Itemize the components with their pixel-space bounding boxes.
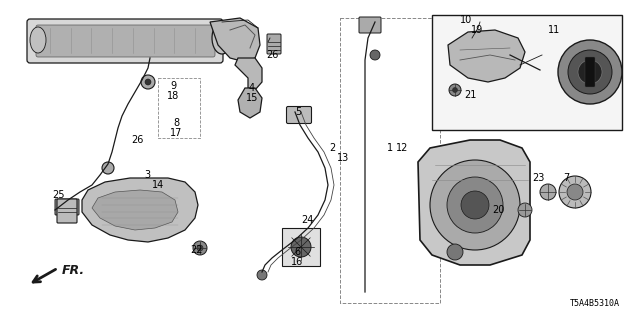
Circle shape [452,87,458,92]
Text: 21: 21 [464,90,476,100]
Polygon shape [448,30,525,82]
Circle shape [291,237,311,257]
Text: 15: 15 [246,93,258,103]
Text: 5: 5 [295,107,301,117]
Text: T5A4B5310A: T5A4B5310A [570,299,620,308]
Ellipse shape [212,22,232,54]
Text: 17: 17 [170,128,182,138]
Text: 18: 18 [167,91,179,101]
Text: 9: 9 [170,81,176,91]
Text: FR.: FR. [62,263,85,276]
Circle shape [102,162,114,174]
Ellipse shape [30,27,46,53]
Circle shape [461,191,489,219]
Text: 25: 25 [52,190,64,200]
FancyBboxPatch shape [57,199,77,223]
Text: 2: 2 [329,143,335,153]
Circle shape [447,244,463,260]
FancyBboxPatch shape [27,19,223,63]
Text: 13: 13 [337,153,349,163]
Text: 6: 6 [294,247,300,257]
Text: 26: 26 [266,50,278,60]
FancyBboxPatch shape [55,199,79,215]
Circle shape [558,40,622,104]
Circle shape [430,160,520,250]
Text: 8: 8 [173,118,179,128]
Circle shape [540,184,556,200]
Text: 24: 24 [301,215,313,225]
Circle shape [145,79,151,85]
Polygon shape [210,18,260,62]
Text: 16: 16 [291,257,303,267]
Polygon shape [82,178,198,242]
FancyBboxPatch shape [287,107,312,124]
FancyBboxPatch shape [267,34,281,54]
FancyBboxPatch shape [359,17,381,33]
Circle shape [449,84,461,96]
Bar [282,228,320,266]
Text: 14: 14 [152,180,164,190]
Text: 1: 1 [387,143,393,153]
Circle shape [197,245,203,251]
FancyBboxPatch shape [36,25,215,57]
Text: 26: 26 [131,135,143,145]
Circle shape [518,203,532,217]
Circle shape [567,184,583,200]
Text: 11: 11 [548,25,560,35]
Text: 22: 22 [189,245,202,255]
Circle shape [370,50,380,60]
Circle shape [559,176,591,208]
Circle shape [578,60,602,84]
Circle shape [141,75,155,89]
Bar [158,78,200,138]
Circle shape [193,241,207,255]
Text: 7: 7 [563,173,569,183]
Polygon shape [238,88,262,118]
Circle shape [257,270,267,280]
Polygon shape [235,58,262,90]
FancyBboxPatch shape [585,57,595,87]
Text: 10: 10 [460,15,472,25]
Text: 23: 23 [532,173,544,183]
Polygon shape [418,140,530,265]
Circle shape [568,50,612,94]
Bar [340,18,440,303]
Polygon shape [92,190,178,230]
Circle shape [447,177,503,233]
Bar [432,15,622,130]
Text: 19: 19 [471,25,483,35]
Text: 4: 4 [249,83,255,93]
Text: 12: 12 [396,143,408,153]
Text: 20: 20 [492,205,504,215]
Text: 3: 3 [144,170,150,180]
